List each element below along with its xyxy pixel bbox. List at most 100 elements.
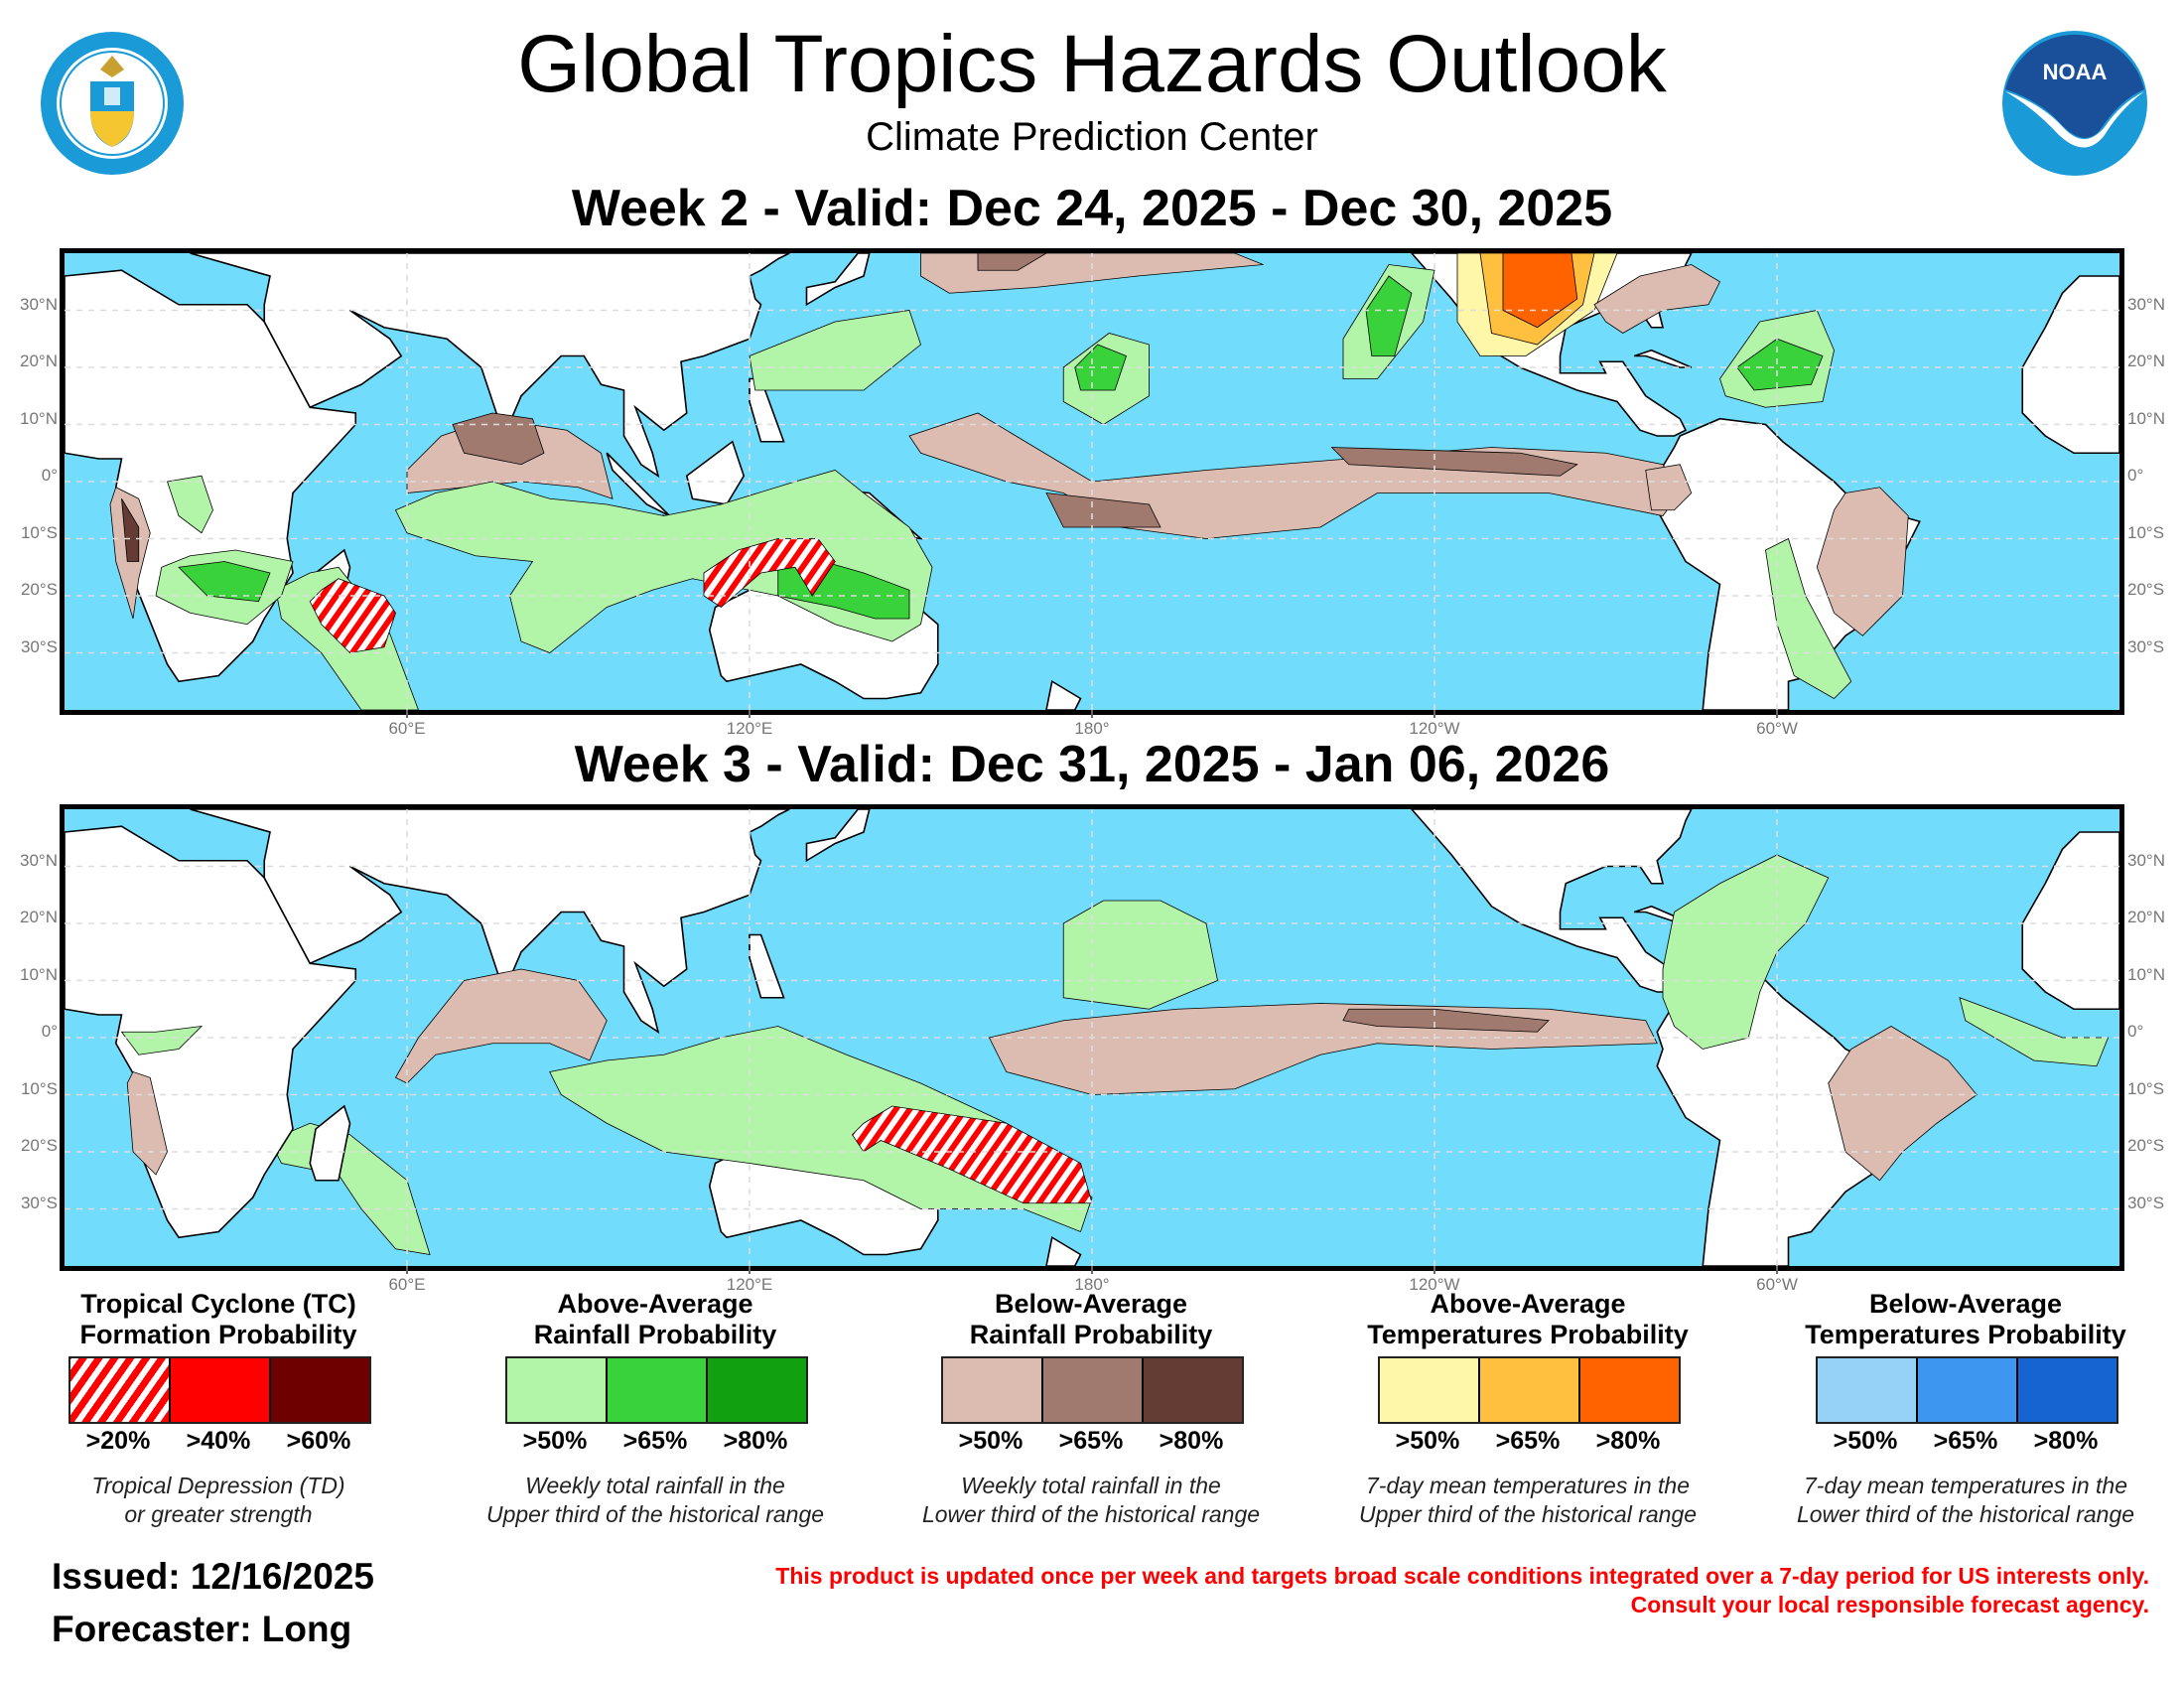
- below-rain-65-epac: [1332, 448, 1577, 477]
- below-rain-50-florida: [1594, 265, 1720, 334]
- legend-title: Rainfall Probability: [969, 1320, 1213, 1349]
- above-rain-50-atlantic: [1960, 998, 2109, 1066]
- land-new-zealand: [1046, 1237, 1081, 1266]
- legend-threshold-label: >20%: [85, 1427, 151, 1455]
- land-sumatra: [607, 453, 669, 515]
- legend-swatch: [1818, 1358, 1916, 1422]
- lat-label: 20°S: [20, 1136, 58, 1155]
- above-rain-65-caribbean: [1737, 339, 1823, 390]
- lon-label: 180°: [1074, 719, 1110, 738]
- graticule: [65, 809, 2119, 1266]
- lon-tick: [406, 710, 408, 718]
- lat-label: 10°S: [2127, 1078, 2165, 1098]
- hazards-week2: [110, 253, 1908, 710]
- legend-threshold-label: >80%: [1595, 1427, 1661, 1455]
- legend-title: Rainfall Probability: [533, 1320, 777, 1349]
- page-title: Global Tropics Hazards Outlook: [517, 19, 1667, 109]
- week3-heading: Week 3 - Valid: Dec 31, 2025 - Jan 06, 2…: [574, 736, 1610, 793]
- below-rain-50-indian: [396, 969, 608, 1083]
- lon-label: 120°W: [1409, 719, 1460, 738]
- legend-swatch: [169, 1358, 269, 1422]
- legend-description: Upper third of the historical range: [485, 1501, 825, 1527]
- disclaimer-line1: This product is updated once per week an…: [775, 1563, 2149, 1589]
- legend-threshold-label: >50%: [958, 1427, 1024, 1455]
- lon-label: 60°W: [1756, 719, 1798, 738]
- below-rain-50-brazil: [1817, 488, 1908, 636]
- lon-tick: [749, 710, 751, 718]
- legend-description: 7-day mean temperatures in the: [1803, 1473, 2128, 1498]
- legend-swatch: [1478, 1358, 1578, 1422]
- tc-20-madagascar: [310, 579, 395, 653]
- lat-label: 0°: [2127, 1022, 2144, 1041]
- legend-swatch: [1380, 1358, 1478, 1422]
- legend-title: Above-Average: [557, 1289, 753, 1319]
- legend-title: Below-Average: [994, 1289, 1188, 1319]
- below-rain-50-colombia: [1646, 465, 1692, 510]
- legend-threshold-label: >40%: [186, 1427, 251, 1455]
- lat-label: 10°N: [2127, 408, 2165, 428]
- below-rain-80-angola: [122, 498, 139, 561]
- forecaster: Forecaster: Long: [52, 1609, 352, 1649]
- legend-threshold-label: >80%: [1159, 1427, 1224, 1455]
- land-madagascar: [310, 1106, 349, 1181]
- land-new-zealand: [1046, 681, 1081, 710]
- tc-20-nw-australia: [704, 539, 835, 608]
- legend-threshold-label: >50%: [1833, 1427, 1898, 1455]
- doc-seal-logo: [39, 30, 186, 177]
- hazards-week3: [122, 855, 2109, 1232]
- lon-label: 60°E: [388, 719, 426, 738]
- lat-label: 10°S: [20, 1078, 58, 1098]
- legend-description: Weekly total rainfall in the: [525, 1473, 785, 1498]
- legend-threshold-label: >60%: [286, 1427, 351, 1455]
- lat-label: 30°S: [2127, 1193, 2165, 1212]
- legend-swatch: [1916, 1358, 2016, 1422]
- legend-title: Temperatures Probability: [1367, 1320, 1689, 1349]
- below-rain-50-brazil: [1829, 1027, 1978, 1181]
- lon-tick: [1776, 710, 1778, 718]
- week2-heading: Week 2 - Valid: Dec 24, 2025 - Dec 30, 2…: [571, 180, 1613, 237]
- lon-label: 60°E: [388, 1275, 426, 1294]
- legend-threshold-label: >65%: [622, 1427, 688, 1455]
- legend-description: Upper third of the historical range: [1358, 1501, 1698, 1527]
- above-rain-65-hawaii: [1075, 345, 1127, 390]
- lat-label: 30°N: [2127, 850, 2165, 870]
- below-rain-65-indian: [453, 413, 544, 465]
- legend-threshold-label: >80%: [2033, 1427, 2099, 1455]
- disclaimer-line2: Consult your local responsible forecast …: [1630, 1592, 2149, 1618]
- legend-description: Weekly total rainfall in the: [961, 1473, 1221, 1498]
- above-rain-50-hawaii: [1063, 901, 1217, 1009]
- below-rain-65-npac: [978, 253, 1046, 270]
- legend-color-bar: [505, 1356, 808, 1424]
- legend-swatch: [1142, 1358, 1242, 1422]
- graticule: [65, 253, 2119, 710]
- lat-label: 30°N: [20, 294, 58, 314]
- week2-map: [60, 248, 2124, 715]
- issued-date: Issued: 12/16/2025: [52, 1556, 374, 1597]
- lat-label: 30°N: [20, 850, 58, 870]
- above-rain-50-s-america: [1766, 539, 1851, 699]
- land-japan: [807, 253, 870, 305]
- legend-swatch: [1041, 1358, 1142, 1422]
- noaa-logo: NOAA: [2001, 30, 2148, 177]
- lat-label: 10°S: [20, 522, 58, 542]
- lon-tick: [1433, 1266, 1435, 1274]
- lon-tick: [1433, 710, 1435, 718]
- above-rain-65-nepac: [1366, 276, 1412, 356]
- lat-label: 30°S: [20, 636, 58, 656]
- lat-label: 20°N: [2127, 352, 2165, 370]
- land-borneo: [687, 442, 745, 504]
- above-rain-50-maritime: [550, 1027, 1092, 1232]
- land-eurasia: [191, 809, 790, 1032]
- above-rain-50-indian: [396, 471, 933, 653]
- legend-threshold-label: >50%: [1395, 1427, 1460, 1455]
- lon-label: 120°W: [1409, 1275, 1460, 1294]
- legend-swatch: [2016, 1358, 2116, 1422]
- lat-label: 20°S: [20, 580, 58, 599]
- lat-label: 20°S: [2127, 1136, 2165, 1155]
- lat-label: 10°N: [20, 408, 58, 428]
- legend-threshold-label: >65%: [1933, 1427, 1998, 1455]
- page-subtitle: Climate Prediction Center: [866, 115, 1318, 159]
- lon-tick: [1091, 710, 1093, 718]
- above-rain-65-s-africa: [179, 562, 270, 602]
- legend-color-bar: [941, 1356, 1244, 1424]
